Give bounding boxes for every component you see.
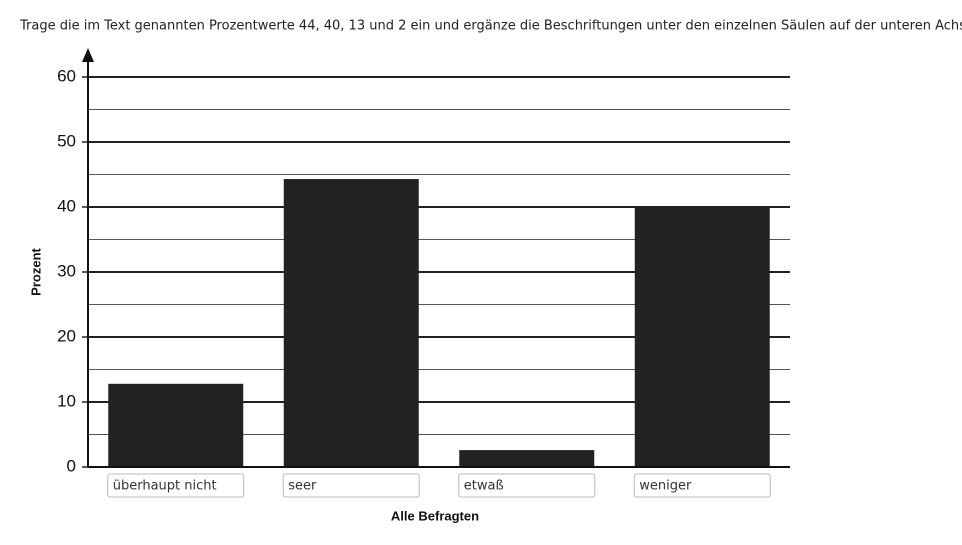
x-tick-label: weniger bbox=[639, 479, 692, 494]
y-tick-label: 20 bbox=[57, 326, 76, 345]
instruction: Trage die im Text genannten Prozentwerte… bbox=[19, 19, 962, 34]
bar bbox=[108, 383, 244, 467]
y-tick-label: 40 bbox=[57, 196, 76, 215]
y-tick-label: 50 bbox=[57, 131, 76, 150]
answer-field[interactable] bbox=[282, 473, 420, 498]
answer-field[interactable] bbox=[107, 473, 245, 498]
y-tick-label: 10 bbox=[57, 391, 76, 410]
x-tick-label: etwaß bbox=[464, 479, 504, 494]
x-tick-label: überhaupt nicht bbox=[113, 479, 217, 494]
y-axis-arrow bbox=[82, 48, 94, 62]
y-tick-label: 60 bbox=[57, 66, 76, 85]
y-tick-label: 0 bbox=[67, 456, 76, 475]
y-tick-label: 30 bbox=[57, 261, 76, 280]
answer-field[interactable] bbox=[633, 473, 771, 498]
y-axis-label: Prozent bbox=[28, 247, 43, 295]
bar bbox=[634, 207, 770, 467]
bar bbox=[459, 450, 595, 467]
x-axis-label: Alle Befragten bbox=[391, 508, 479, 523]
bar bbox=[283, 179, 419, 468]
x-tick-label: seer bbox=[288, 479, 317, 494]
answer-field[interactable] bbox=[458, 473, 596, 498]
